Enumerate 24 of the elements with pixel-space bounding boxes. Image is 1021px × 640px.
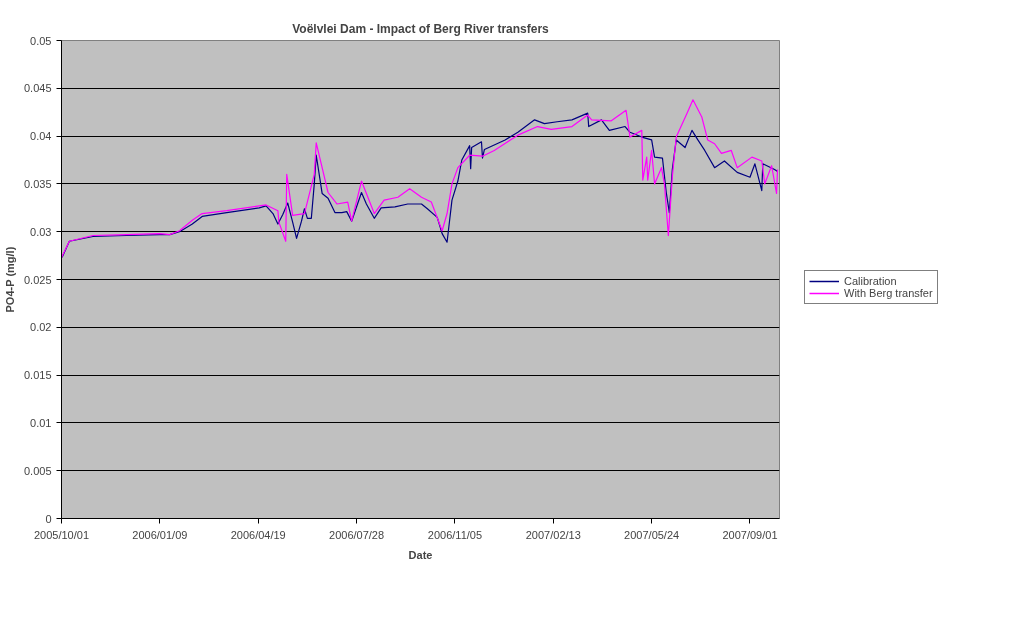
x-axis-title: Date — [408, 548, 433, 561]
y-tick-label: 0.035 — [23, 177, 52, 190]
x-tick-label: 2006/01/09 — [132, 528, 188, 541]
legend-label: Calibration — [844, 274, 897, 287]
y-tick-label: 0.03 — [30, 225, 52, 238]
x-tick-label: 2007/09/01 — [722, 528, 778, 541]
x-tick-label: 2007/05/24 — [624, 528, 680, 541]
x-tick-label: 2007/02/13 — [525, 528, 581, 541]
y-tick-label: 0.015 — [23, 369, 52, 382]
x-tick-label: 2006/04/19 — [230, 528, 286, 541]
x-tick-label: 2005/10/01 — [33, 528, 90, 541]
y-tick-label: 0 — [45, 512, 52, 525]
x-tick-label: 2006/07/28 — [329, 528, 385, 541]
legend-label: With Berg transfer — [844, 286, 933, 299]
y-axis-title: PO4-P (mg/l) — [3, 246, 16, 313]
y-tick-label: 0.02 — [30, 321, 52, 334]
x-tick-label: 2006/11/05 — [427, 528, 483, 541]
y-tick-label: 0.05 — [30, 34, 52, 47]
chart-title: Voëlvlei Dam - Impact of Berg River transfers — [292, 21, 550, 36]
y-tick-label: 0.025 — [23, 273, 52, 286]
y-tick-label: 0.04 — [30, 130, 52, 143]
y-tick-label: 0.045 — [23, 82, 52, 95]
y-tick-label: 0.005 — [23, 464, 52, 477]
y-tick-label: 0.01 — [30, 416, 52, 429]
